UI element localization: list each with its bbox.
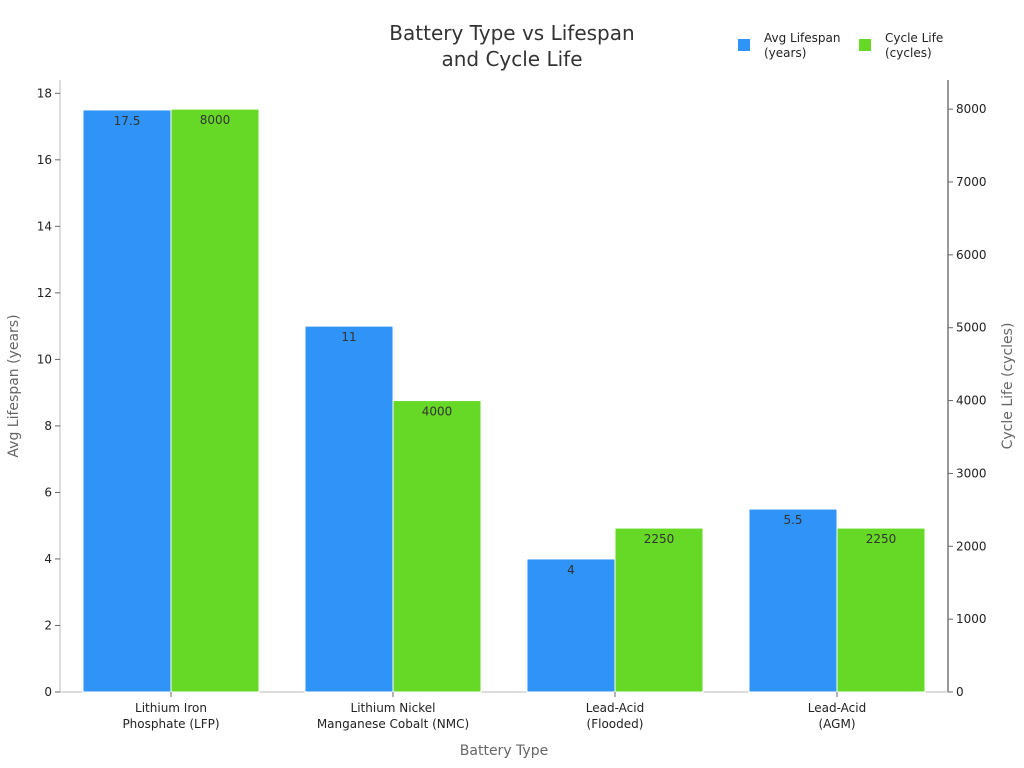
bar-lifespan bbox=[526, 558, 616, 693]
y-right-tick-label: 7000 bbox=[956, 175, 987, 189]
y-left-tick-label: 6 bbox=[44, 485, 52, 499]
y-left-tick-label: 8 bbox=[44, 419, 52, 433]
legend-label: (years) bbox=[764, 46, 806, 60]
y-right-tick-label: 1000 bbox=[956, 612, 987, 626]
bar-lifespan bbox=[82, 109, 172, 693]
bar-lifespan bbox=[748, 508, 838, 693]
bar-cycles bbox=[614, 527, 704, 693]
bar-data-label: 2250 bbox=[644, 532, 675, 546]
x-tick-label: Lithium Iron bbox=[135, 701, 207, 715]
y-left-tick-label: 16 bbox=[37, 153, 52, 167]
y-right-tick-label: 6000 bbox=[956, 248, 987, 262]
y-right-tick-label: 5000 bbox=[956, 321, 987, 335]
chart-title-line-2: and Cycle Life bbox=[441, 47, 582, 71]
legend-label: Avg Lifespan bbox=[764, 31, 841, 45]
bar-data-label: 2250 bbox=[866, 532, 897, 546]
plot-area: 0 2 4 6 8 10 12 14 16 18 0 1000 2000 3000 4000 5000 6000… bbox=[37, 80, 987, 731]
chart-title-line-1: Battery Type vs Lifespan bbox=[389, 21, 634, 45]
bar-data-label: 8000 bbox=[200, 113, 231, 127]
bar-data-label: 11 bbox=[341, 330, 356, 344]
y-left-tick-label: 12 bbox=[37, 286, 52, 300]
y-left-tick-label: 4 bbox=[44, 552, 52, 566]
legend-label: (cycles) bbox=[885, 46, 932, 60]
y-right-tick-label: 4000 bbox=[956, 394, 987, 408]
y-left-tick-label: 10 bbox=[37, 352, 52, 366]
x-tick-label: (AGM) bbox=[818, 717, 855, 731]
bar-data-label: 5.5 bbox=[783, 513, 802, 527]
y-left-tick-label: 18 bbox=[37, 86, 52, 100]
y-right-tick-label: 8000 bbox=[956, 102, 987, 116]
legend: Avg Lifespan(years) Cycle Life(cycles) bbox=[738, 31, 943, 60]
y-right-tick-label: 0 bbox=[956, 685, 964, 699]
bar-data-label: 4000 bbox=[422, 405, 453, 419]
y-left-tick-label: 0 bbox=[44, 685, 52, 699]
legend-swatch bbox=[738, 39, 750, 51]
bar-data-label: 17.5 bbox=[114, 114, 141, 128]
bar-cycles bbox=[392, 400, 482, 693]
y-right-tick-label: 3000 bbox=[956, 466, 987, 480]
bar-lifespan bbox=[304, 325, 394, 693]
x-tick-label: Manganese Cobalt (NMC) bbox=[317, 717, 469, 731]
legend-label: Cycle Life bbox=[885, 31, 943, 45]
y-axis-right-title: Cycle Life (cycles) bbox=[1000, 323, 1016, 450]
y-right-tick-label: 2000 bbox=[956, 539, 987, 553]
bar-cycles bbox=[836, 527, 926, 693]
y-left-tick-label: 14 bbox=[37, 219, 52, 233]
x-axis-title: Battery Type bbox=[460, 743, 548, 759]
y-axis-left-title: Avg Lifespan (years) bbox=[6, 314, 22, 457]
bar-data-label: 4 bbox=[567, 563, 575, 577]
x-tick-label: Lithium Nickel bbox=[351, 701, 436, 715]
x-tick-label: Lead-Acid bbox=[586, 701, 644, 715]
y-left-tick-label: 2 bbox=[44, 618, 52, 632]
bar-cycles bbox=[170, 108, 260, 693]
x-tick-label: Phosphate (LFP) bbox=[122, 717, 219, 731]
x-tick-label: Lead-Acid bbox=[808, 701, 866, 715]
legend-swatch bbox=[859, 39, 871, 51]
x-tick-label: (Flooded) bbox=[587, 717, 644, 731]
